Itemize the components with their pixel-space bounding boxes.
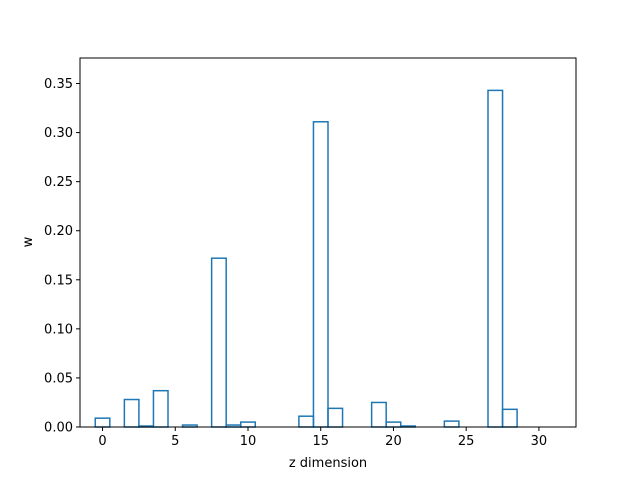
x-tick-label: 20 — [385, 434, 402, 449]
y-tick-label: 0.25 — [44, 175, 73, 190]
x-axis-label: z dimension — [289, 456, 367, 471]
x-tick-label: 30 — [531, 434, 548, 449]
y-tick-label: 0.30 — [44, 126, 73, 141]
x-tick-label: 15 — [312, 434, 329, 449]
x-tick-label: 5 — [171, 434, 179, 449]
x-tick-label: 10 — [240, 434, 257, 449]
plot-frame — [79, 57, 577, 428]
x-tick-label: 25 — [458, 434, 475, 449]
y-tick-label: 0.15 — [44, 273, 73, 288]
x-tick-label: 0 — [98, 434, 106, 449]
y-tick-label: 0.20 — [44, 224, 73, 239]
x-axis: 0 5 10 15 20 25 30 — [98, 427, 547, 449]
y-tick-label: 0.00 — [44, 421, 73, 436]
y-tick-label: 0.35 — [44, 77, 73, 92]
y-tick-label: 0.10 — [44, 322, 73, 337]
y-axis-label: w — [21, 236, 36, 247]
y-tick-label: 0.05 — [44, 371, 73, 386]
y-axis: 0.00 0.05 0.10 0.15 0.20 0.25 0.30 0.35 — [44, 77, 80, 436]
